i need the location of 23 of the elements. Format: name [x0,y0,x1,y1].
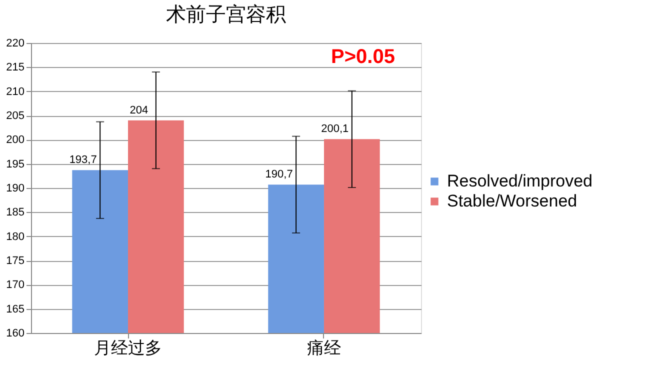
legend-label: Resolved/improved [447,172,593,190]
y-tick-label: 190 [6,182,24,194]
legend-label: Stable/Worsened [447,192,578,210]
data-label: 204 [130,104,148,116]
y-tick-label: 200 [6,134,24,146]
y-tick-label: 195 [6,158,24,170]
data-label: 190,7 [265,168,293,181]
y-tick-label: 170 [6,279,24,292]
y-tick-label: 215 [6,62,24,74]
y-tick-label: 165 [6,303,24,316]
data-label: 200,1 [321,123,349,136]
y-tick-label: 160 [6,328,24,340]
y-tick-label: 210 [6,86,24,98]
y-tick-label: 185 [6,206,24,219]
y-tick-label: 205 [6,110,24,122]
chart-title: 术前子宫容积 [166,3,286,26]
x-tick-label: 痛经 [306,338,341,358]
y-tick-label: 180 [6,230,24,243]
data-label: 193,7 [69,154,97,166]
annotation: P>0.05 [331,46,395,68]
y-tick-label: 175 [6,255,24,267]
x-tick-label: 月经过多 [94,338,162,358]
y-tick-label: 220 [6,38,24,50]
